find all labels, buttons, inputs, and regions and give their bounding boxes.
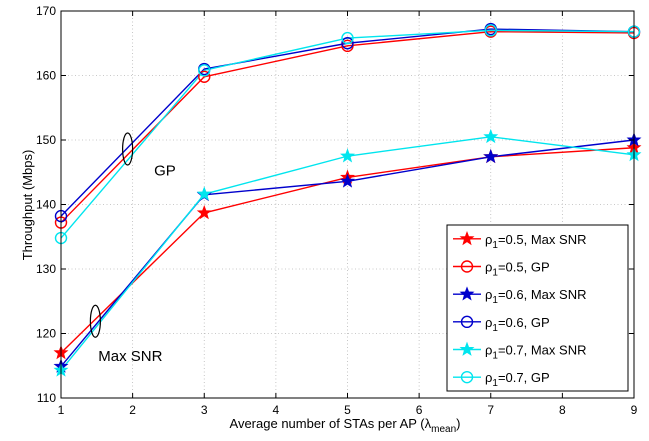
legend-label-symbol: ρ [485,232,492,247]
legend-label-text: =0.5, Max SNR [498,232,587,247]
legend-swatch-marker-3 [459,286,475,301]
legend-label-text: =0.7, Max SNR [498,343,587,358]
x-tick-label: 9 [631,403,638,417]
x-axis-label: Average number of STAs per AP (λmean) [230,416,461,435]
y-tick-label: 140 [36,198,56,212]
x-axis-label-main: Average number of STAs per AP (λ [230,416,432,431]
legend-label-subscript: 1 [492,268,498,279]
legend-label-text: =0.6, GP [498,315,550,330]
data-point-5-3 [340,148,355,163]
annotations: GP Max SNR [89,132,176,365]
y-tick-label: 110 [37,391,56,405]
annotation-ellipse-1 [122,132,134,166]
legend-label-5: ρ1=0.7, Max SNR [485,343,586,362]
y-tick-label: 170 [36,4,56,18]
legend-label-4: ρ1=0.6, GP [485,315,550,334]
data-point-3-4 [483,148,499,164]
legend-label-subscript: 1 [492,295,498,306]
annotation-label-2: Max SNR [98,348,162,365]
x-tick-label: 7 [487,403,494,417]
legend-label-subscript: 1 [492,323,498,334]
legend-box [446,224,629,392]
data-point-1-2 [196,205,212,220]
legend-label-symbol: ρ [485,370,492,385]
legend-swatch-marker-6 [460,370,474,384]
x-tick-label: 5 [344,403,351,417]
x-axis-label-subscript: mean [431,424,456,435]
y-tick-label: 120 [36,327,56,341]
y-tick-label: 160 [36,69,56,83]
legend-label-text: =0.7, GP [498,370,550,385]
data-point-5-4 [483,128,499,144]
legend-swatch-marker-1 [459,230,475,246]
tick-labels: 1 2 3 4 5 6 7 8 9 110 120 130 140 150 160 170 [36,4,638,417]
x-axis-label-close: ) [456,416,460,431]
y-axis-label: Throughput (Mbps) [20,150,35,261]
legend-label-6: ρ1=0.7, GP [485,370,550,389]
x-tick-label: 3 [201,403,208,417]
y-tick-label: 130 [36,262,56,276]
data-point-6-4 [484,24,497,37]
legend-label-text: =0.6, Max SNR [498,287,587,302]
legend-label-3: ρ1=0.6, Max SNR [485,287,586,306]
y-tick-label: 150 [36,133,56,147]
data-point-6-3 [341,31,354,45]
legend-label-symbol: ρ [485,287,492,302]
data-point-5-2 [196,186,212,201]
legend-label-symbol: ρ [485,343,492,358]
legend-label-text: =0.5, GP [498,260,550,275]
x-tick-label: 6 [416,403,423,417]
legend-label-subscript: 1 [492,351,498,362]
legend-swatch-marker-4 [460,315,474,329]
axes [60,10,635,399]
x-tick-label: 8 [559,403,566,417]
legend-label-symbol: ρ [485,260,492,275]
legend-label-2: ρ1=0.5, GP [485,260,550,279]
data-point-3-3 [340,173,355,188]
x-tick-label: 1 [58,403,65,417]
data-point-4-3 [341,37,354,50]
legend-label-symbol: ρ [485,315,492,330]
x-tick-label: 4 [273,403,280,417]
x-tick-label: 2 [129,403,136,417]
grid [61,11,634,398]
legend-label-subscript: 1 [492,378,498,389]
legend-label-1: ρ1=0.5, Max SNR [485,232,586,251]
legend-swatch-marker-2 [460,260,474,273]
legend-label-subscript: 1 [492,240,498,251]
annotation-label-1: GP [154,162,176,179]
data-point-6-2 [198,64,211,77]
legend-swatch-marker-5 [459,341,475,356]
annotation-ellipse-2 [89,304,101,338]
data-point-2-2 [198,70,211,83]
